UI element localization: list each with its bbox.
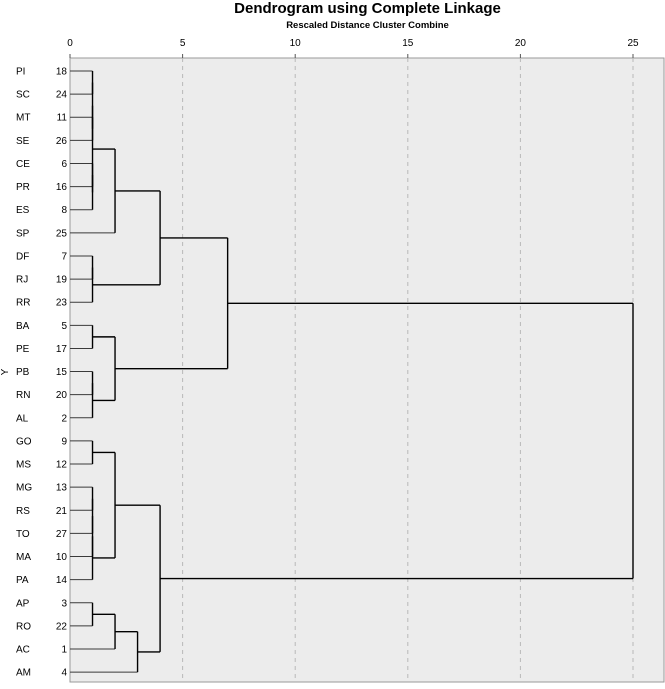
leaf-case-16: 16 — [56, 182, 68, 193]
leaf-case-17: 17 — [56, 344, 68, 355]
leaf-label-RN: RN — [16, 390, 30, 401]
leaf-label-SE: SE — [16, 136, 30, 147]
leaf-case-11: 11 — [57, 113, 68, 124]
chart-subtitle: Rescaled Distance Cluster Combine — [286, 20, 449, 31]
leaf-label-MA: MA — [16, 552, 31, 563]
leaf-label-PB: PB — [16, 367, 30, 378]
leaf-label-AL: AL — [16, 413, 29, 424]
leaf-case-7: 7 — [61, 251, 67, 262]
y-axis-label: Y — [0, 368, 11, 375]
leaf-label-ES: ES — [16, 205, 30, 216]
x-tick-label-20: 20 — [515, 38, 527, 49]
x-tick-label-25: 25 — [627, 38, 639, 49]
leaf-case-3: 3 — [61, 598, 67, 609]
leaf-case-21: 21 — [56, 506, 68, 517]
leaf-case-2: 2 — [61, 413, 67, 424]
leaf-case-6: 6 — [61, 159, 67, 170]
leaf-label-PR: PR — [16, 182, 30, 193]
leaf-label-RS: RS — [16, 506, 30, 517]
leaf-case-5: 5 — [61, 321, 67, 332]
leaf-case-10: 10 — [56, 552, 68, 563]
leaf-label-PI: PI — [16, 67, 25, 78]
leaf-label-RR: RR — [16, 298, 30, 309]
x-tick-label-15: 15 — [402, 38, 414, 49]
leaf-label-CE: CE — [16, 159, 30, 170]
leaf-case-9: 9 — [61, 436, 67, 447]
leaf-case-27: 27 — [56, 529, 68, 540]
leaf-case-14: 14 — [56, 575, 68, 586]
leaf-label-MS: MS — [16, 460, 31, 471]
leaf-label-AP: AP — [16, 598, 30, 609]
leaf-case-8: 8 — [61, 205, 67, 216]
leaf-case-4: 4 — [61, 668, 67, 679]
leaf-case-22: 22 — [56, 621, 68, 632]
leaf-case-15: 15 — [56, 367, 68, 378]
leaf-label-RJ: RJ — [16, 275, 28, 286]
leaf-label-AM: AM — [16, 668, 31, 679]
x-tick-label-5: 5 — [180, 38, 186, 49]
leaf-case-23: 23 — [56, 298, 68, 309]
leaf-label-MT: MT — [16, 113, 30, 124]
leaf-label-PA: PA — [16, 575, 29, 586]
x-tick-label-0: 0 — [67, 38, 73, 49]
leaf-case-18: 18 — [56, 67, 68, 78]
leaf-label-PE: PE — [16, 344, 30, 355]
plot-area — [69, 57, 665, 683]
leaf-label-BA: BA — [16, 321, 30, 332]
leaf-label-TO: TO — [16, 529, 30, 540]
leaf-case-12: 12 — [56, 460, 68, 471]
leaf-label-DF: DF — [16, 251, 29, 262]
leaf-label-AC: AC — [16, 645, 30, 656]
leaf-label-SC: SC — [16, 90, 30, 101]
leaf-case-26: 26 — [56, 136, 68, 147]
leaf-case-25: 25 — [56, 228, 68, 239]
leaf-case-1: 1 — [61, 645, 67, 656]
leaf-case-20: 20 — [56, 390, 68, 401]
leaf-label-RO: RO — [16, 621, 31, 632]
leaf-label-MG: MG — [16, 483, 32, 494]
leaf-case-19: 19 — [56, 275, 68, 286]
chart-title: Dendrogram using Complete Linkage — [234, 0, 501, 17]
leaf-label-SP: SP — [16, 228, 30, 239]
x-tick-label-10: 10 — [290, 38, 302, 49]
leaf-label-GO: GO — [16, 436, 32, 447]
leaf-case-13: 13 — [56, 483, 68, 494]
leaf-case-24: 24 — [56, 90, 68, 101]
